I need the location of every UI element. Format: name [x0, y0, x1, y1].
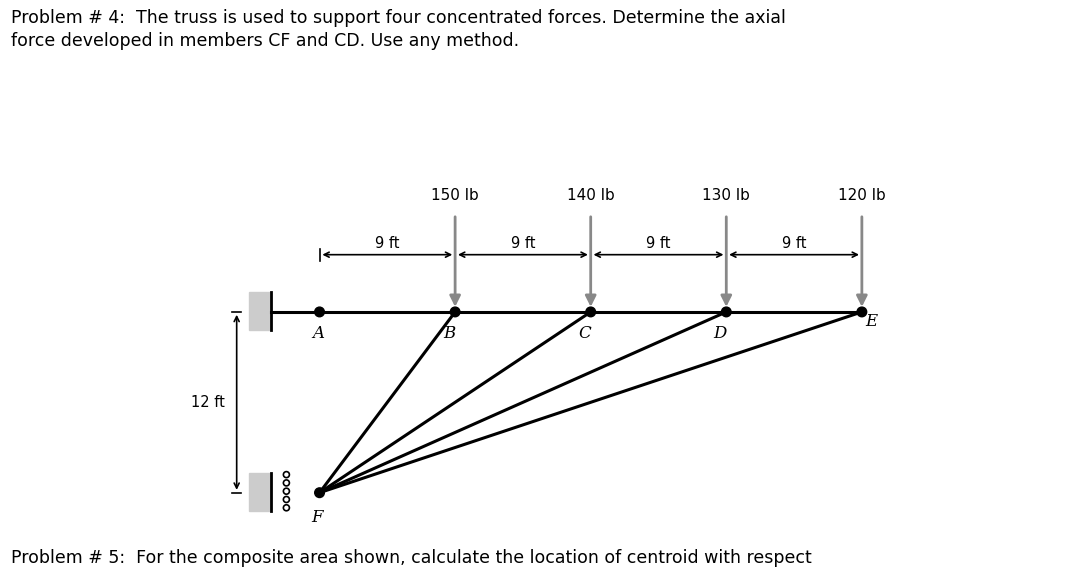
- Text: 140 lb: 140 lb: [567, 188, 614, 203]
- Text: E: E: [865, 313, 877, 331]
- Text: Problem # 5:  For the composite area shown, calculate the location of centroid w: Problem # 5: For the composite area show…: [11, 550, 812, 567]
- Circle shape: [450, 307, 460, 317]
- Text: 9 ft: 9 ft: [375, 236, 400, 251]
- Text: 12 ft: 12 ft: [191, 395, 224, 410]
- Circle shape: [315, 307, 324, 317]
- Text: 9 ft: 9 ft: [647, 236, 671, 251]
- Bar: [249, 473, 272, 511]
- Text: B: B: [442, 325, 455, 343]
- Text: 9 ft: 9 ft: [510, 236, 535, 251]
- Circle shape: [284, 488, 289, 494]
- Circle shape: [857, 307, 867, 317]
- Circle shape: [586, 307, 595, 317]
- Text: Problem # 4:  The truss is used to support four concentrated forces. Determine t: Problem # 4: The truss is used to suppor…: [11, 9, 785, 26]
- Circle shape: [722, 307, 731, 317]
- Text: 9 ft: 9 ft: [782, 236, 807, 251]
- Text: D: D: [713, 325, 727, 343]
- Bar: [249, 293, 272, 330]
- Circle shape: [284, 497, 289, 502]
- Circle shape: [284, 472, 289, 478]
- Text: F: F: [310, 509, 322, 526]
- Circle shape: [284, 505, 289, 511]
- Text: 150 lb: 150 lb: [432, 188, 479, 203]
- Text: force developed in members CF and CD. Use any method.: force developed in members CF and CD. Us…: [11, 32, 519, 50]
- Text: 120 lb: 120 lb: [838, 188, 886, 203]
- Circle shape: [284, 480, 289, 486]
- Text: 130 lb: 130 lb: [702, 188, 751, 203]
- Circle shape: [315, 488, 324, 498]
- Text: C: C: [578, 325, 591, 343]
- Text: A: A: [313, 325, 324, 343]
